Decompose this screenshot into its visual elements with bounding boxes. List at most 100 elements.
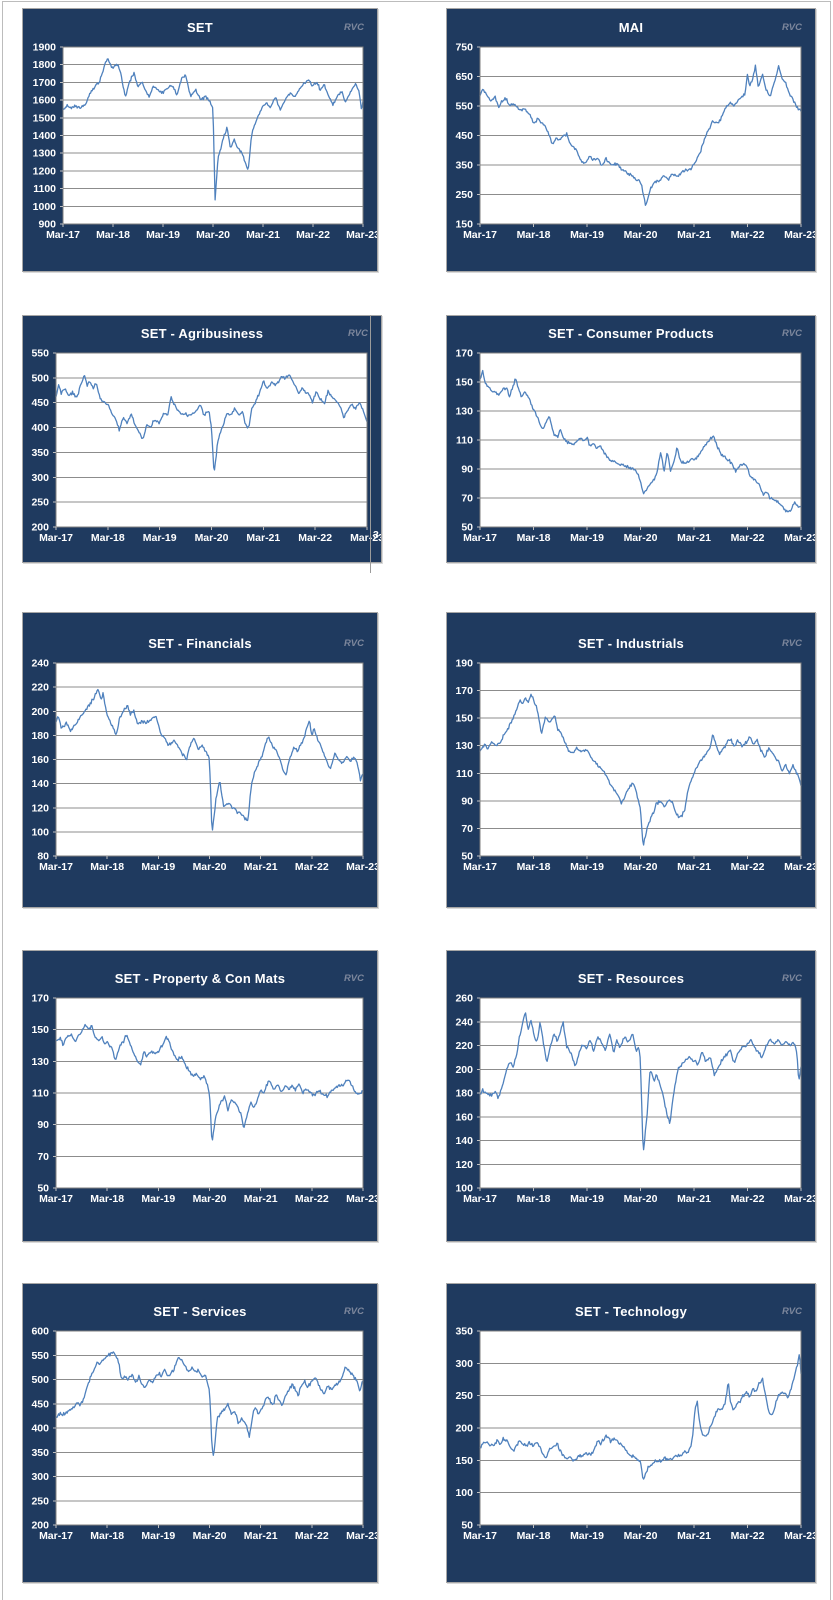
svg-text:Mar-17: Mar-17 — [463, 229, 497, 241]
chart-panel-set-consumer-products: SET - Consumer Products RVC 50 70 90 110 130 15… — [446, 315, 816, 563]
svg-text:Mar-22: Mar-22 — [298, 532, 332, 544]
svg-text:Mar-17: Mar-17 — [463, 532, 497, 544]
svg-text:200: 200 — [455, 1423, 473, 1435]
svg-text:120: 120 — [31, 802, 49, 814]
svg-text:Mar-18: Mar-18 — [90, 1530, 124, 1542]
price-line — [479, 693, 802, 846]
y-axis-labels: 100 120 140 160 180 200 220 240 260 — [455, 993, 473, 1195]
rvc-watermark: RVC — [343, 1306, 364, 1317]
rvc-watermark: RVC — [781, 1306, 802, 1317]
svg-text:Mar-17: Mar-17 — [463, 1193, 497, 1205]
window-border-left — [2, 1, 3, 1600]
svg-text:130: 130 — [455, 740, 473, 752]
svg-text:Mar-19: Mar-19 — [141, 861, 175, 873]
y-axis-labels: 50 70 90 110 130 150 170 190 — [455, 658, 473, 863]
svg-text:350: 350 — [31, 447, 49, 459]
svg-text:Mar-18: Mar-18 — [517, 229, 551, 241]
svg-text:Mar-20: Mar-20 — [195, 532, 229, 544]
svg-text:900: 900 — [38, 219, 56, 231]
x-axis-labels: Mar-17 Mar-18 Mar-19 Mar-20 Mar-21 Mar-22 Mar-… — [463, 229, 815, 241]
x-axis-labels: Mar-17 Mar-18 Mar-19 Mar-20 Mar-21 Mar-22 Mar-… — [463, 1530, 815, 1542]
svg-text:250: 250 — [455, 189, 473, 201]
tick-marks — [477, 997, 802, 1191]
svg-text:Mar-22: Mar-22 — [731, 229, 765, 241]
svg-text:Mar-19: Mar-19 — [570, 229, 604, 241]
y-axis-labels: 900 1000 1100 1200 1300 1400 1500 1600 1700 1800 1… — [33, 42, 57, 231]
svg-text:150: 150 — [455, 219, 473, 231]
svg-text:Mar-23: Mar-23 — [784, 1193, 815, 1205]
svg-text:90: 90 — [461, 795, 473, 807]
x-axis-labels: Mar-17 Mar-18 Mar-19 Mar-20 Mar-21 Mar-22 Mar-… — [463, 532, 815, 544]
svg-text:Mar-18: Mar-18 — [90, 861, 124, 873]
svg-text:200: 200 — [455, 1064, 473, 1076]
svg-text:Mar-21: Mar-21 — [677, 532, 711, 544]
svg-text:Mar-21: Mar-21 — [244, 861, 278, 873]
svg-text:150: 150 — [455, 1455, 473, 1467]
y-axis-labels: 200 250 300 350 400 450 500 550 600 — [31, 1326, 49, 1532]
svg-text:300: 300 — [455, 1358, 473, 1370]
svg-text:Mar-19: Mar-19 — [141, 1193, 175, 1205]
svg-text:Mar-17: Mar-17 — [46, 229, 80, 241]
svg-text:110: 110 — [456, 435, 473, 447]
svg-text:Mar-20: Mar-20 — [624, 1193, 658, 1205]
chart-title: SET - Services — [153, 1304, 247, 1319]
svg-text:190: 190 — [455, 658, 473, 670]
tick-marks — [477, 1330, 802, 1528]
svg-text:550: 550 — [455, 101, 473, 113]
chart-title: SET - Technology — [574, 1304, 688, 1319]
svg-text:Mar-21: Mar-21 — [677, 861, 711, 873]
chart-panel-set: SET RVC 900 1000 1100 1200 1300 1400 1500 1600 170… — [22, 8, 378, 272]
svg-text:80: 80 — [37, 851, 49, 863]
price-line — [55, 1351, 364, 1456]
x-axis-labels: Mar-17 Mar-18 Mar-19 Mar-20 Mar-21 Mar-22 Mar-… — [463, 861, 815, 873]
price-line — [62, 58, 364, 201]
window-border-top — [2, 1, 831, 2]
svg-text:220: 220 — [455, 1040, 473, 1052]
svg-text:90: 90 — [37, 1119, 49, 1131]
tick-marks — [53, 997, 364, 1191]
svg-text:220: 220 — [31, 682, 49, 694]
svg-text:Mar-17: Mar-17 — [463, 1530, 497, 1542]
svg-text:70: 70 — [37, 1151, 49, 1163]
svg-text:70: 70 — [461, 823, 473, 835]
tick-marks — [53, 352, 368, 530]
svg-text:Mar-18: Mar-18 — [96, 229, 130, 241]
svg-text:Mar-20: Mar-20 — [193, 861, 227, 873]
svg-text:240: 240 — [31, 658, 49, 670]
svg-text:Mar-22: Mar-22 — [731, 532, 765, 544]
svg-text:Mar-23: Mar-23 — [784, 1530, 815, 1542]
svg-text:50: 50 — [461, 1520, 473, 1532]
svg-text:450: 450 — [455, 130, 473, 142]
window-border-right — [830, 1, 831, 1600]
svg-text:Mar-21: Mar-21 — [246, 532, 280, 544]
svg-text:260: 260 — [455, 993, 473, 1005]
x-axis-labels: Mar-17 Mar-18 Mar-19 Mar-20 Mar-21 Mar-22 Mar-… — [39, 1530, 377, 1542]
svg-text:Mar-23: Mar-23 — [784, 229, 815, 241]
svg-text:Mar-23: Mar-23 — [350, 532, 381, 544]
svg-text:130: 130 — [455, 406, 473, 418]
svg-text:500: 500 — [31, 372, 49, 384]
price-line — [479, 1012, 802, 1151]
svg-text:Mar-22: Mar-22 — [295, 1193, 329, 1205]
svg-text:Mar-17: Mar-17 — [39, 1530, 73, 1542]
chart-panel-set-agribusiness: SET - Agribusiness RVC 200 250 300 350 400 450 5… — [22, 315, 382, 563]
svg-text:450: 450 — [31, 397, 49, 409]
svg-text:Mar-18: Mar-18 — [517, 1193, 551, 1205]
chart-panel-mai: MAI RVC 150 250 350 450 550 650 750 Mar-17 Mar-18 M… — [446, 8, 816, 272]
svg-text:120: 120 — [455, 1159, 473, 1171]
rvc-watermark: RVC — [343, 22, 364, 33]
svg-text:500: 500 — [31, 1374, 49, 1386]
svg-text:240: 240 — [455, 1016, 473, 1028]
svg-text:160: 160 — [31, 754, 49, 766]
rvc-watermark: RVC — [781, 973, 802, 984]
svg-text:Mar-21: Mar-21 — [677, 1193, 711, 1205]
x-axis-labels: Mar-17 Mar-18 Mar-19 Mar-20 Mar-21 Mar-22 Mar-… — [39, 1193, 377, 1205]
svg-text:200: 200 — [31, 706, 49, 718]
chart-panel-set-financials: SET - Financials RVC 80 100 120 140 160 180 200 2… — [22, 612, 378, 908]
chart-panel-set-resources: SET - Resources RVC 100 120 140 160 180 200 220 2… — [446, 950, 816, 1242]
svg-text:750: 750 — [455, 42, 473, 54]
svg-text:Mar-22: Mar-22 — [731, 1530, 765, 1542]
